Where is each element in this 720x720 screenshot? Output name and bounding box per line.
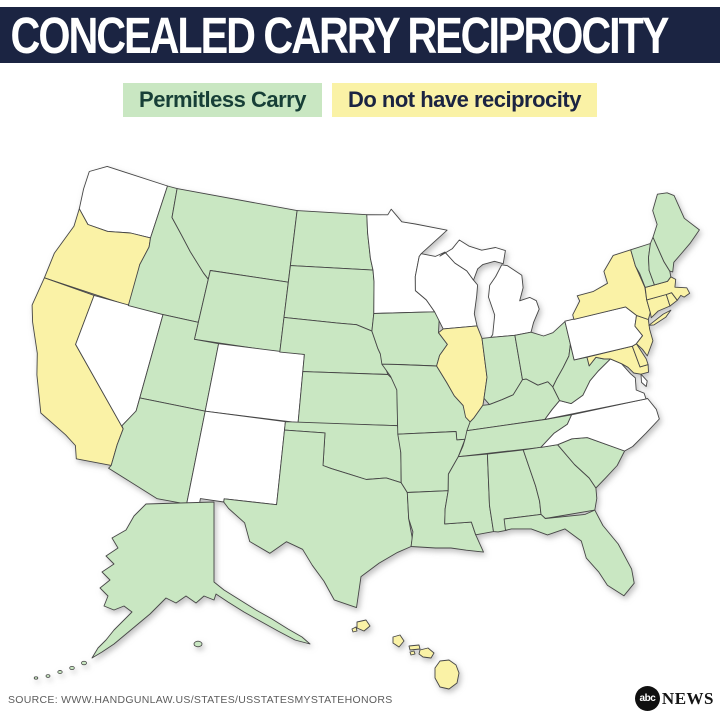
source-attribution: SOURCE: WWW.HANDGUNLAW.US/STATES/USSTATE… — [8, 694, 393, 706]
abc-news-logo: abc NEWS — [634, 686, 714, 711]
legend-item-permitless-carry: Permitless Carry — [123, 83, 322, 117]
state-ak-island — [33, 676, 39, 680]
state-tx — [223, 429, 413, 609]
state-nc — [540, 398, 660, 452]
state-hi — [351, 619, 460, 690]
state-me — [652, 192, 700, 273]
state-wy — [193, 270, 289, 353]
state-co — [204, 343, 305, 424]
abc-circle-icon: abc — [634, 686, 660, 711]
state-wi — [414, 251, 479, 330]
legend: Permitless Carry Do not have reciprocity — [0, 83, 720, 117]
state-ak-island — [45, 674, 51, 678]
legend-item-no-reciprocity: Do not have reciprocity — [331, 83, 597, 117]
news-wordmark: NEWS — [661, 688, 714, 708]
map-land-group — [31, 165, 700, 690]
state-nj — [634, 314, 654, 357]
state-fl — [503, 509, 635, 597]
state-ak-island — [57, 670, 63, 674]
state-ia — [371, 311, 448, 367]
state-ak-island — [81, 660, 87, 666]
state-nd — [289, 210, 374, 271]
state-ak-island — [69, 665, 75, 671]
state-ak — [91, 501, 311, 659]
state-ks — [297, 371, 399, 427]
page-title: CONCEALED CARRY RECIPROCITY — [10, 6, 670, 64]
title-bar: CONCEALED CARRY RECIPROCITY — [0, 7, 720, 63]
state-ak-island — [193, 640, 203, 648]
state-mi — [439, 239, 540, 338]
